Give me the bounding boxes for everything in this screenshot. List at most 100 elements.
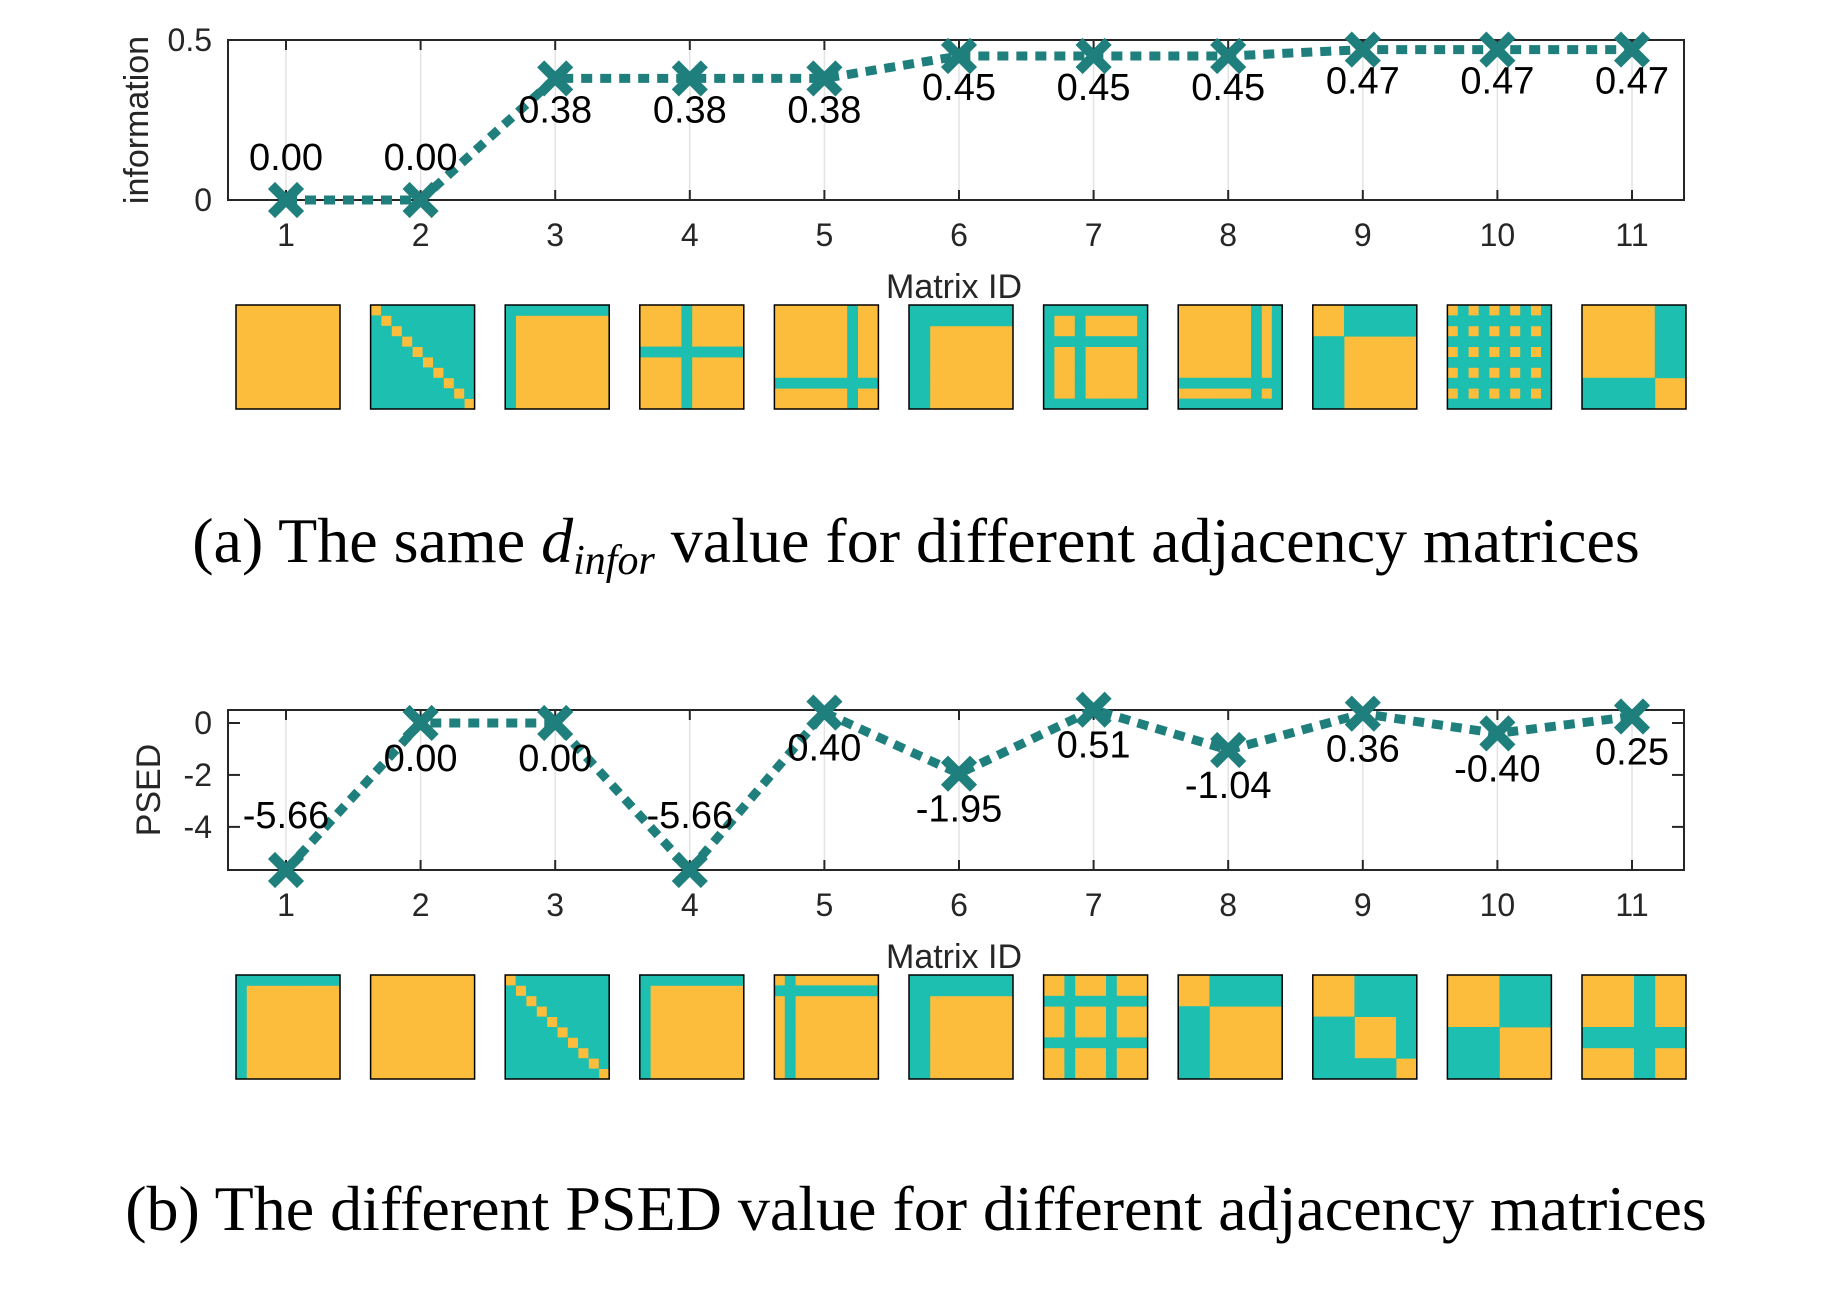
x-tick-label: 10 (1480, 887, 1516, 923)
adjacency-matrix-thumbnail (369, 304, 476, 410)
adjacency-matrix-thumbnail (639, 304, 745, 410)
data-label: -5.66 (243, 795, 330, 837)
adjacency-matrix-thumbnail (1446, 304, 1553, 410)
data-labels-b: -5.66 0.00 0.00 -5.66 0.40 -1.95 0.51 -1.04 0.36… (243, 725, 1669, 837)
data-point-marker (806, 694, 843, 731)
y-tick-label: -2 (184, 757, 212, 793)
y-tick-label: -4 (184, 809, 212, 845)
x-axis-label-a: Matrix ID (886, 268, 1022, 306)
x-tick-label: 8 (1219, 887, 1237, 923)
caption-a-math-subscript: infor (573, 538, 655, 584)
data-label: 0.45 (1057, 67, 1131, 109)
data-point-marker (806, 60, 843, 97)
data-point-marker (1479, 31, 1516, 68)
data-point-marker (537, 704, 574, 742)
data-label: 0.38 (787, 89, 861, 131)
x-tick-label: 6 (950, 887, 968, 923)
adjacency-matrix-thumbnail (504, 304, 610, 410)
caption-a-prefix: (a) The same (192, 505, 541, 576)
y-tick-label: 0.5 (168, 22, 212, 58)
x-ticks-a: 1 2 3 4 5 6 7 8 9 10 11 (277, 217, 1649, 253)
adjacency-matrix-thumbnail (1177, 974, 1283, 1080)
data-point-marker (1613, 698, 1651, 735)
series-line-a (286, 45, 1632, 205)
data-label: 0.51 (1057, 725, 1131, 767)
data-label: -5.66 (646, 795, 733, 837)
data-point-marker (402, 181, 439, 219)
x-tick-label: 5 (816, 217, 834, 253)
data-point-marker (1613, 31, 1651, 68)
adjacency-matrix-thumbnail (639, 974, 745, 1080)
adjacency-matrix-thumbnail (235, 304, 341, 410)
adjacency-matrix-thumbnail (1042, 974, 1149, 1080)
x-tick-label: 3 (546, 217, 564, 253)
data-point-marker (402, 704, 439, 742)
grid-a (285, 40, 1633, 200)
x-tick-label: 8 (1219, 217, 1237, 253)
data-point-marker (1075, 691, 1112, 728)
data-point-marker (1344, 31, 1381, 68)
x-tick-label: 11 (1615, 887, 1648, 923)
adjacency-matrix-thumbnail (369, 974, 476, 1080)
adjacency-matrix-thumbnail (1581, 974, 1687, 1080)
adjacency-matrix-thumbnail (1446, 974, 1553, 1080)
y-tick-label: 0 (194, 182, 212, 218)
adjacency-matrix-thumbnail (504, 974, 610, 1080)
data-point-marker (1210, 731, 1247, 769)
adjacency-matrix-thumbnail (1581, 304, 1687, 410)
adjacency-matrix-thumbnail (1177, 304, 1283, 410)
x-tick-label: 4 (681, 217, 699, 253)
data-point-marker (267, 181, 305, 219)
matrix-thumbnails-a (235, 304, 1687, 410)
data-label: 0.45 (1191, 67, 1265, 109)
plot-frame-a (227, 39, 1685, 201)
data-point-marker (1344, 695, 1381, 732)
data-point-marker (537, 60, 574, 97)
y-ticks-b: 0 -2 -4 (184, 705, 1684, 845)
y-axis-label-a: information (118, 36, 156, 204)
y-tick-label: 0 (194, 705, 212, 741)
x-tick-label: 4 (681, 887, 699, 923)
data-labels-a: 0.00 0.00 0.38 0.38 0.38 0.45 0.45 0.45 0.47 0.47… (249, 61, 1669, 179)
x-tick-label: 2 (412, 887, 430, 923)
x-ticks-b: 1 2 3 4 5 6 7 8 9 10 11 (277, 887, 1649, 923)
data-point-marker (1479, 715, 1516, 752)
data-point-marker (671, 851, 708, 889)
data-label: 0.47 (1326, 61, 1400, 103)
caption-a-suffix: value for different adjacency matrices (655, 505, 1640, 576)
x-tick-label: 1 (277, 217, 295, 253)
y-axis-label-b: PSED (130, 744, 168, 837)
x-tick-label: 3 (546, 887, 564, 923)
x-tick-label: 2 (412, 217, 430, 253)
y-ticks-a: 00.5 (168, 22, 1684, 218)
data-point-marker (940, 755, 978, 792)
x-tick-label: 5 (816, 887, 834, 923)
x-tick-label: 9 (1354, 887, 1372, 923)
data-label: 0.38 (653, 89, 727, 131)
x-tick-label: 6 (950, 217, 968, 253)
data-label: 0.47 (1595, 61, 1669, 103)
caption-b: (b) The different PSED value for differe… (125, 1173, 1707, 1244)
data-label: 0.25 (1595, 731, 1669, 773)
adjacency-matrix-thumbnail (908, 974, 1014, 1080)
plot-frame-b (227, 709, 1685, 871)
x-tick-label: 9 (1354, 217, 1372, 253)
x-tick-label: 7 (1085, 217, 1103, 253)
markers-a (267, 31, 1651, 219)
adjacency-matrix-thumbnail (773, 974, 880, 1080)
adjacency-matrix-thumbnail (1042, 304, 1149, 410)
data-label: 0.36 (1326, 729, 1400, 771)
data-label: 0.38 (518, 89, 592, 131)
data-label: 0.40 (787, 728, 861, 770)
x-tick-label: 7 (1085, 887, 1103, 923)
markers-b (267, 691, 1651, 889)
data-label: 0.45 (922, 67, 996, 109)
data-point-marker (671, 60, 708, 97)
caption-a: (a) The same dinfor value for different … (192, 505, 1640, 584)
data-label: -1.95 (916, 789, 1003, 831)
data-point-marker (940, 37, 978, 75)
data-label: 0.00 (518, 738, 592, 780)
adjacency-matrix-thumbnail (1312, 304, 1418, 410)
chart-panel-a: 00.5 1 2 3 4 5 6 7 8 9 10 11 0.00 0.000.38 0.38 0.380… (118, 22, 1687, 584)
